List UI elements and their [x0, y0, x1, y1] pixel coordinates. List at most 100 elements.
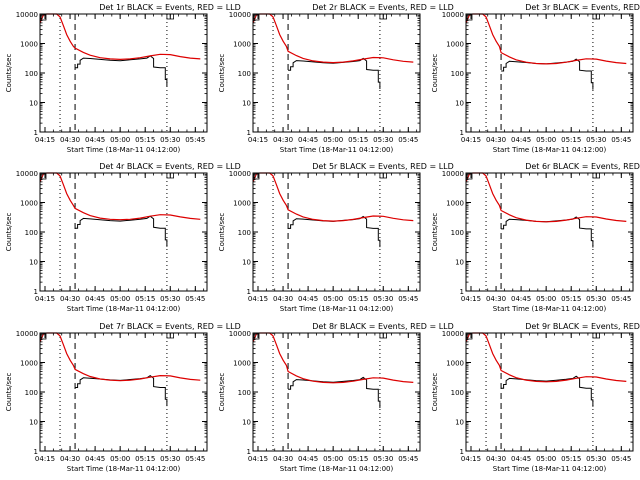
- y-tick-label: 10: [242, 419, 251, 427]
- y-tick-label: 1000: [20, 200, 38, 208]
- y-tick-label: 10: [242, 100, 251, 108]
- panel-title: Det 6r BLACK = Events, RED = LLD: [525, 162, 640, 171]
- y-tick-label: 1: [34, 288, 38, 296]
- x-tick-label: 04:30: [486, 136, 506, 144]
- x-tick-label: 04:30: [273, 455, 293, 463]
- x-tick-label: 04:15: [35, 136, 55, 144]
- state-marker-box: [253, 333, 260, 340]
- panel-det-4r: Det 4r BLACK = Events, RED = LLD 1 10 100 10…: [5, 162, 241, 313]
- x-tick-label: 04:30: [273, 136, 293, 144]
- events-series-line: [75, 55, 168, 87]
- y-tick-label: 10000: [442, 330, 464, 338]
- state-marker-box: [253, 173, 260, 180]
- x-tick-label: 05:45: [398, 455, 418, 463]
- y-axis-label: Counts/sec: [218, 373, 226, 412]
- panel-title: Det 2r BLACK = Events, RED = LLD: [312, 3, 454, 12]
- x-tick-label: 05:30: [160, 455, 180, 463]
- x-tick-label: 04:30: [273, 295, 293, 303]
- panel-det-9r: Det 9r BLACK = Events, RED = LLD 1 10 100 10…: [431, 322, 640, 473]
- panel-det-6r: Det 6r BLACK = Events, RED = LLD 1 10 100 10…: [431, 162, 640, 313]
- y-tick-label: 10000: [229, 11, 251, 19]
- x-tick-label: 04:45: [85, 295, 105, 303]
- x-tick-label: 05:15: [135, 136, 155, 144]
- state-marker-box: [40, 14, 47, 21]
- events-series-line: [75, 215, 168, 247]
- y-axis-label: Counts/sec: [5, 54, 13, 93]
- x-tick-label: 04:30: [486, 455, 506, 463]
- x-tick-label: 05:30: [586, 295, 606, 303]
- x-tick-label: 05:45: [185, 295, 205, 303]
- lld-series-line: [252, 13, 414, 64]
- y-tick-label: 10000: [229, 170, 251, 178]
- y-tick-label: 10000: [16, 330, 38, 338]
- panel-title: Det 3r BLACK = Events, RED = LLD: [525, 3, 640, 12]
- panel-title: Det 5r BLACK = Events, RED = LLD: [312, 162, 454, 171]
- x-tick-label: 05:30: [586, 455, 606, 463]
- x-tick-label: 05:00: [110, 455, 130, 463]
- x-tick-label: 04:45: [511, 136, 531, 144]
- x-tick-label: 05:30: [160, 136, 180, 144]
- x-axis-label: Start Time (18-Mar-11 04:12:00): [67, 465, 181, 473]
- x-tick-label: 05:30: [373, 295, 393, 303]
- y-tick-label: 10: [455, 100, 464, 108]
- y-tick-label: 1: [460, 129, 464, 137]
- x-tick-label: 04:45: [298, 295, 318, 303]
- x-tick-label: 05:30: [373, 455, 393, 463]
- x-tick-label: 05:45: [185, 455, 205, 463]
- y-tick-label: 1000: [233, 41, 251, 49]
- panel-title: Det 4r BLACK = Events, RED = LLD: [99, 162, 241, 171]
- y-tick-label: 100: [25, 70, 38, 78]
- y-tick-label: 1000: [20, 41, 38, 49]
- y-tick-label: 10: [455, 419, 464, 427]
- x-tick-label: 05:30: [586, 136, 606, 144]
- panel-det-3r: Det 3r BLACK = Events, RED = LLD 1 10 100 10…: [431, 3, 640, 154]
- y-tick-label: 1000: [446, 41, 464, 49]
- x-tick-label: 05:45: [398, 295, 418, 303]
- y-tick-label: 1000: [446, 200, 464, 208]
- y-tick-label: 100: [238, 70, 251, 78]
- x-tick-label: 05:30: [373, 136, 393, 144]
- x-tick-label: 05:00: [323, 136, 343, 144]
- y-axis-label: Counts/sec: [5, 213, 13, 252]
- events-series-line: [501, 375, 594, 407]
- y-tick-label: 10000: [16, 170, 38, 178]
- y-axis-label: Counts/sec: [431, 213, 439, 252]
- y-tick-label: 100: [451, 70, 464, 78]
- y-axis-label: Counts/sec: [218, 213, 226, 252]
- panel-det-8r: Det 8r BLACK = Events, RED = LLD 1 10 100 10…: [218, 322, 454, 473]
- x-tick-label: 04:15: [461, 295, 481, 303]
- y-tick-label: 1000: [20, 360, 38, 368]
- state-marker-box: [466, 14, 473, 21]
- y-tick-label: 100: [25, 389, 38, 397]
- x-tick-label: 05:00: [323, 455, 343, 463]
- x-tick-label: 05:15: [348, 295, 368, 303]
- x-tick-label: 04:30: [60, 136, 80, 144]
- x-tick-label: 05:00: [323, 295, 343, 303]
- x-tick-label: 05:15: [561, 295, 581, 303]
- x-tick-label: 04:45: [511, 295, 531, 303]
- state-marker-box: [466, 333, 473, 340]
- y-axis-label: Counts/sec: [431, 373, 439, 412]
- x-axis-label: Start Time (18-Mar-11 04:12:00): [493, 465, 607, 473]
- x-tick-label: 05:30: [160, 295, 180, 303]
- y-tick-label: 10000: [442, 170, 464, 178]
- state-marker-box: [253, 14, 260, 21]
- x-axis-label: Start Time (18-Mar-11 04:12:00): [280, 305, 394, 313]
- lld-series-line: [39, 332, 201, 382]
- x-tick-label: 04:15: [248, 455, 268, 463]
- x-tick-label: 05:45: [398, 136, 418, 144]
- y-axis-label: Counts/sec: [431, 54, 439, 93]
- x-axis-label: Start Time (18-Mar-11 04:12:00): [67, 146, 181, 154]
- x-tick-label: 04:45: [511, 455, 531, 463]
- y-tick-label: 10000: [442, 11, 464, 19]
- x-tick-label: 05:00: [110, 136, 130, 144]
- panel-title: Det 8r BLACK = Events, RED = LLD: [312, 322, 454, 331]
- x-tick-label: 05:15: [135, 455, 155, 463]
- lld-series-line: [39, 13, 201, 61]
- x-tick-label: 05:00: [110, 295, 130, 303]
- y-tick-label: 1: [247, 129, 251, 137]
- x-axis-label: Start Time (18-Mar-11 04:12:00): [493, 146, 607, 154]
- y-tick-label: 100: [451, 229, 464, 237]
- panel-det-5r: Det 5r BLACK = Events, RED = LLD 1 10 100 10…: [218, 162, 454, 313]
- y-tick-label: 1000: [233, 360, 251, 368]
